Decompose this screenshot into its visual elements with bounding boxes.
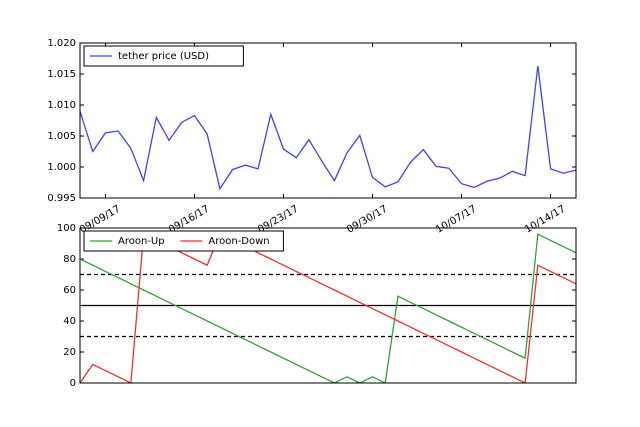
series-line bbox=[80, 233, 576, 383]
x-tick-label: 09/30/17 bbox=[345, 204, 389, 236]
y-tick-label: 0 bbox=[70, 378, 76, 389]
series-line bbox=[80, 233, 576, 383]
y-tick-label: 1.005 bbox=[47, 131, 76, 142]
y-tick-label: 40 bbox=[63, 316, 76, 327]
y-tick-label: 1.010 bbox=[47, 100, 76, 111]
y-tick-label: 1.020 bbox=[47, 38, 76, 49]
y-tick-label: 1.015 bbox=[47, 69, 76, 80]
x-tick-label: 10/07/17 bbox=[434, 204, 478, 236]
y-tick-label: 60 bbox=[63, 285, 76, 296]
y-tick-label: 80 bbox=[63, 254, 76, 265]
y-tick-label: 1.000 bbox=[47, 162, 76, 173]
legend-label: tether price (USD) bbox=[118, 51, 209, 62]
x-tick-label: 10/14/17 bbox=[523, 204, 567, 236]
legend-label: Aroon-Down bbox=[208, 236, 269, 247]
series-line bbox=[80, 65, 576, 191]
legend: tether price (USD) bbox=[83, 45, 244, 67]
legend: Aroon-Up Aroon-Down bbox=[83, 230, 284, 252]
y-tick-label: 0.995 bbox=[47, 193, 76, 204]
y-tick-label: 100 bbox=[57, 223, 76, 234]
plot-frame bbox=[79, 227, 577, 384]
legend-label: Aroon-Up bbox=[118, 236, 165, 247]
legend-box bbox=[83, 45, 244, 67]
y-tick-label: 20 bbox=[63, 347, 76, 358]
plot-frame bbox=[79, 42, 577, 199]
